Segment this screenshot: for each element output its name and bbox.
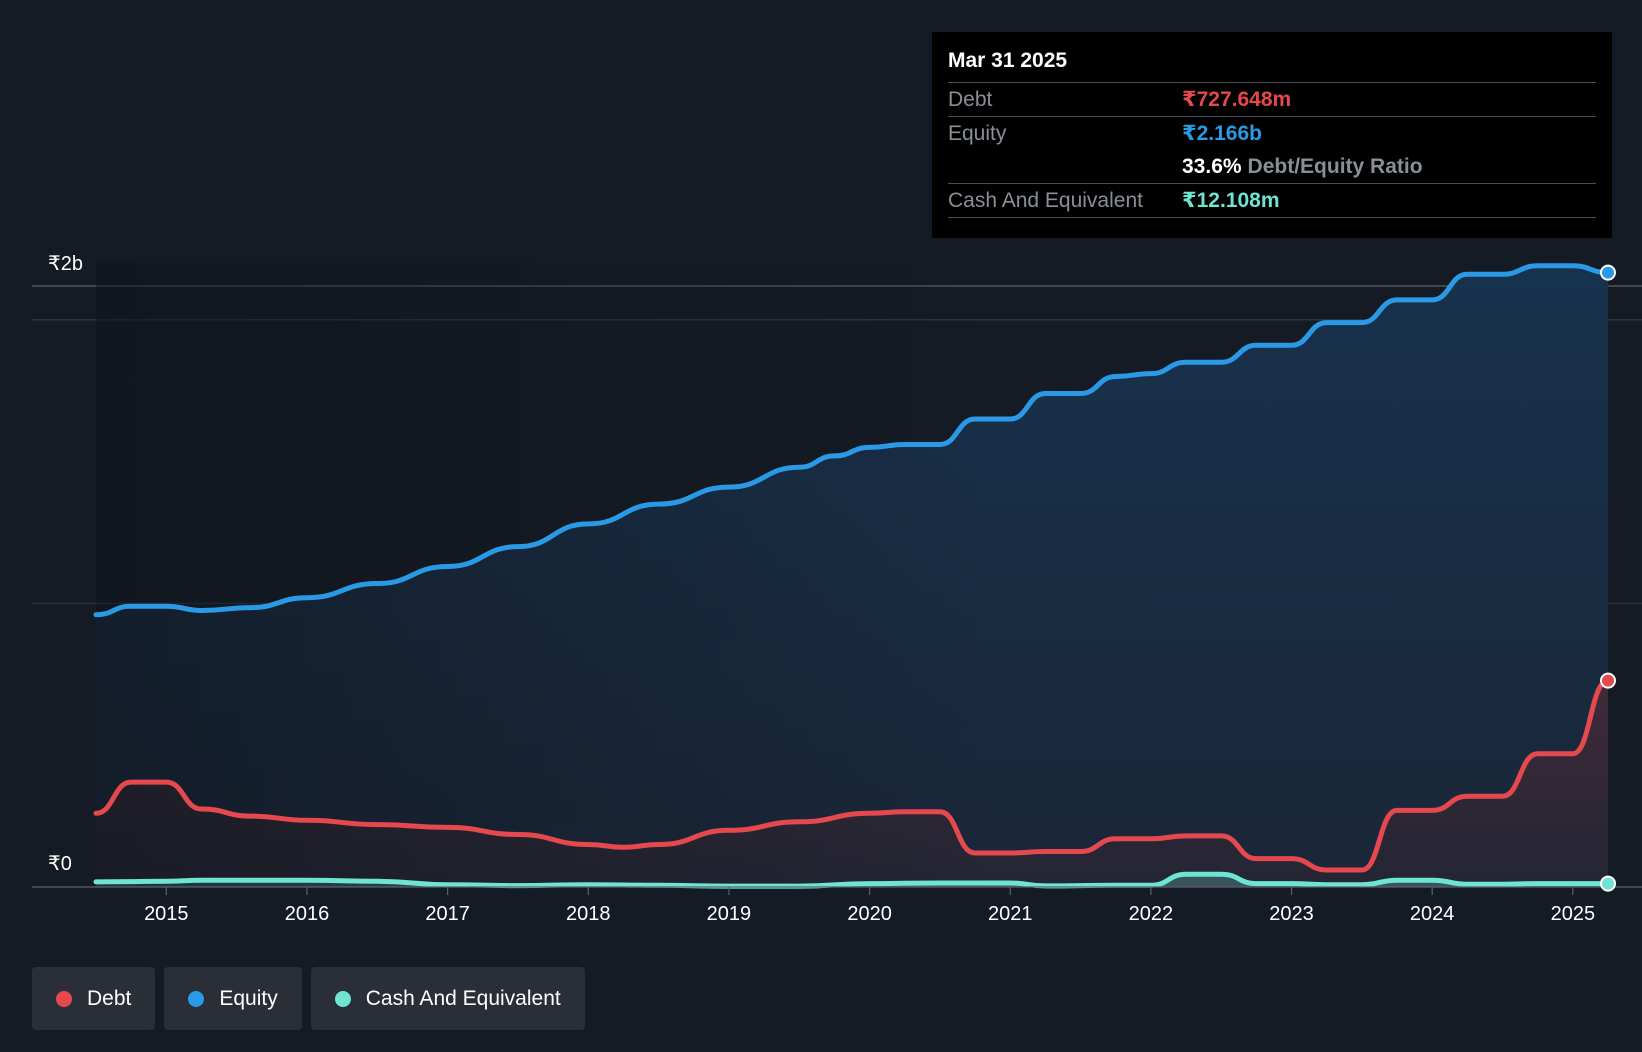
x-tick-label-2024: 2024	[1410, 903, 1455, 925]
tooltip-debt-value: ₹727.648m	[1182, 88, 1292, 111]
x-tick-label-2017: 2017	[425, 903, 470, 925]
legend-cash-label: Cash And Equivalent	[365, 986, 561, 1010]
tooltip-ratio-row: 33.6% Debt/Equity Ratio	[948, 150, 1596, 183]
equity-end-marker	[1600, 264, 1616, 281]
legend-equity-label: Equity	[219, 986, 278, 1010]
cash-end-marker	[1600, 875, 1616, 892]
tooltip-debt-row: Debt ₹727.648m	[948, 82, 1596, 116]
cash-line	[93, 871, 1611, 889]
chart-legend: Debt Equity Cash And Equivalent	[32, 967, 585, 1030]
equity-dot-icon	[188, 990, 205, 1007]
history-shade	[96, 263, 996, 887]
debt-line	[93, 678, 1611, 873]
legend-item-equity[interactable]: Equity	[164, 967, 302, 1030]
tooltip-ratio-value: 33.6%	[1182, 154, 1242, 178]
x-tick-label-2022: 2022	[1129, 903, 1174, 925]
legend-item-cash[interactable]: Cash And Equivalent	[310, 967, 585, 1030]
debt-end-marker	[1600, 672, 1616, 689]
x-tick-label-2025: 2025	[1551, 903, 1596, 925]
tooltip-date: Mar 31 2025	[948, 49, 1068, 72]
tooltip-ratio-label: Debt/Equity Ratio	[1247, 154, 1423, 178]
cash-dot-icon	[334, 990, 351, 1007]
y-axis-bottom-label: ₹0	[48, 853, 72, 875]
tooltip-equity-value: ₹2.166b	[1182, 122, 1262, 145]
legend-item-debt[interactable]: Debt	[32, 967, 156, 1030]
tooltip-cash-row: Cash And Equivalent ₹12.108m	[948, 183, 1596, 218]
x-tick-label-2018: 2018	[566, 903, 611, 925]
tooltip-equity-row: Equity ₹2.166b	[948, 116, 1596, 150]
equity-line	[93, 263, 1611, 618]
y-axis-top-label: ₹2b	[48, 253, 83, 275]
x-tick-label-2020: 2020	[847, 903, 892, 925]
x-tick-label-2019: 2019	[707, 903, 752, 925]
tooltip-cash-value: ₹12.108m	[1182, 189, 1280, 212]
data-tooltip: Mar 31 2025 Debt ₹727.648m Equity ₹2.166…	[932, 32, 1612, 238]
x-tick-label-2015: 2015	[144, 903, 189, 925]
x-tick-label-2021: 2021	[988, 903, 1033, 925]
debt-dot-icon	[56, 990, 72, 1007]
x-tick-label-2016: 2016	[285, 903, 330, 925]
tooltip-cash-label: Cash And Equivalent	[948, 188, 1143, 212]
tooltip-debt-label: Debt	[948, 87, 993, 111]
tooltip-equity-label: Equity	[948, 121, 1007, 145]
x-tick-label-2023: 2023	[1269, 903, 1314, 925]
legend-debt-label: Debt	[87, 986, 132, 1010]
